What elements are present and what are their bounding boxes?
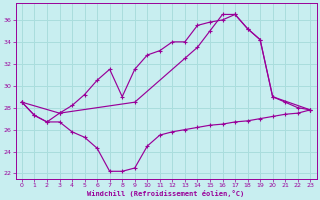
X-axis label: Windchill (Refroidissement éolien,°C): Windchill (Refroidissement éolien,°C) [87, 190, 245, 197]
